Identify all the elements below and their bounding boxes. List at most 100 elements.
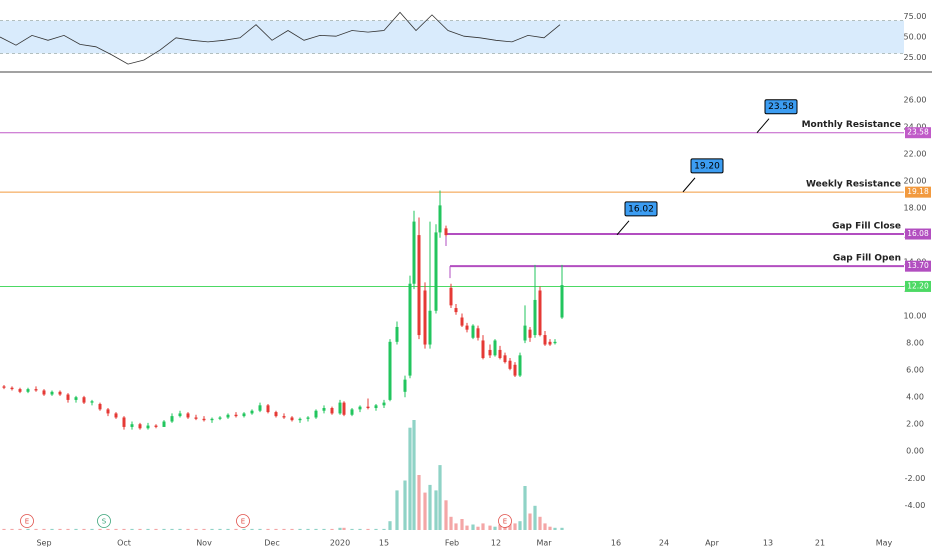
level-name: Gap Fill Close [832,222,901,232]
candle-body [66,394,70,400]
volume-bar [26,528,30,530]
x-tick-label: 24 [659,539,669,548]
candle-body [438,205,442,233]
event-label: E [241,518,245,526]
volume-bar [423,492,427,530]
volume-bar [412,420,416,530]
candle-body [130,424,134,427]
y-tick-label: 22.00 [904,150,927,159]
volume-bar [146,528,150,530]
level-tag-label: 19.18 [907,187,929,196]
candle-body [508,360,512,369]
y-tick-label: 10.00 [904,312,927,321]
volume-bar [226,528,230,530]
x-tick-label: Oct [117,539,131,548]
volume-bar [2,528,6,530]
event-marker [20,514,34,528]
volume-bar [50,528,54,530]
candle-body [26,389,30,392]
y-tick-label: 4.00 [906,393,924,402]
level-name: Monthly Resistance [802,120,901,130]
candle-body [106,409,110,414]
candle-body [350,409,354,415]
candle-body [533,299,537,336]
candle-body [488,349,492,356]
y-tick-label: -2.00 [905,474,926,483]
candle-body [146,425,150,429]
volume-bar [90,528,94,530]
candle-body [408,283,412,376]
candle-body [518,355,522,376]
candle-body [366,406,370,409]
x-tick-label: 2020 [330,539,350,548]
volume-bar [528,513,532,530]
y-tick-label: 24.00 [904,123,927,132]
volume-bar [322,528,326,530]
candle-body [498,349,502,359]
candle-body [314,410,318,418]
candle-body [449,287,453,306]
candle-body [242,413,246,417]
x-tick-label: 15 [379,539,389,548]
volume-bar [122,528,126,530]
volume-bar [533,505,537,530]
volume-bar [82,528,86,530]
candle-body [50,391,54,395]
volume-bar [186,528,190,530]
volume-bar [543,523,547,530]
volume-bar [444,500,448,530]
event-label: E [25,518,29,526]
volume-bar [513,523,517,530]
volume-bar [518,521,522,530]
candle-body [234,414,238,417]
candle-body [358,406,362,410]
candle-body [178,413,182,417]
volume-bar [274,528,278,530]
volume-bar [460,519,464,530]
candle-body [388,341,392,400]
volume-bar [250,528,254,530]
candle-body [82,397,86,403]
volume-bar [106,528,110,530]
volume-bar [388,521,392,530]
candle-body [170,416,174,422]
volume-bar [210,528,214,530]
candle-body [90,401,94,403]
candle-body [403,379,407,392]
volume-bar [170,528,174,530]
volume-bar [395,490,399,530]
volume-bar [338,527,342,530]
rsi-line [0,11,561,65]
candle-body [434,232,438,311]
candle-body [2,386,6,388]
candle-body [548,341,552,345]
candle-body [513,364,517,376]
candle-body [465,325,469,330]
callout-pointer [756,118,770,134]
y-tick-label: -4.00 [905,501,926,510]
callout-label: 19.20 [694,161,720,171]
candle-body [338,402,342,414]
volume-bar [314,528,318,530]
candle-body [34,389,38,391]
y-tick-label: 0.00 [906,447,924,456]
candle-body [58,391,62,395]
volume-bar [403,480,407,530]
volume-bar [428,484,432,530]
level-name: Weekly Resistance [806,180,901,190]
y-tick-label: 2.00 [906,420,924,429]
candle-body [274,412,278,417]
volume-bar [476,526,480,530]
y-tick-label: 75.00 [904,12,927,21]
candle-body [493,340,497,356]
event-marker [97,514,111,528]
callout-box [624,201,658,217]
y-tick-label: 50.00 [904,33,927,42]
level-tag [905,260,931,272]
level-tag [905,228,931,240]
candle-body [138,424,142,429]
x-tick-label: Apr [705,539,720,548]
volume-bar [498,524,502,530]
y-tick-label: 25.00 [904,53,927,62]
